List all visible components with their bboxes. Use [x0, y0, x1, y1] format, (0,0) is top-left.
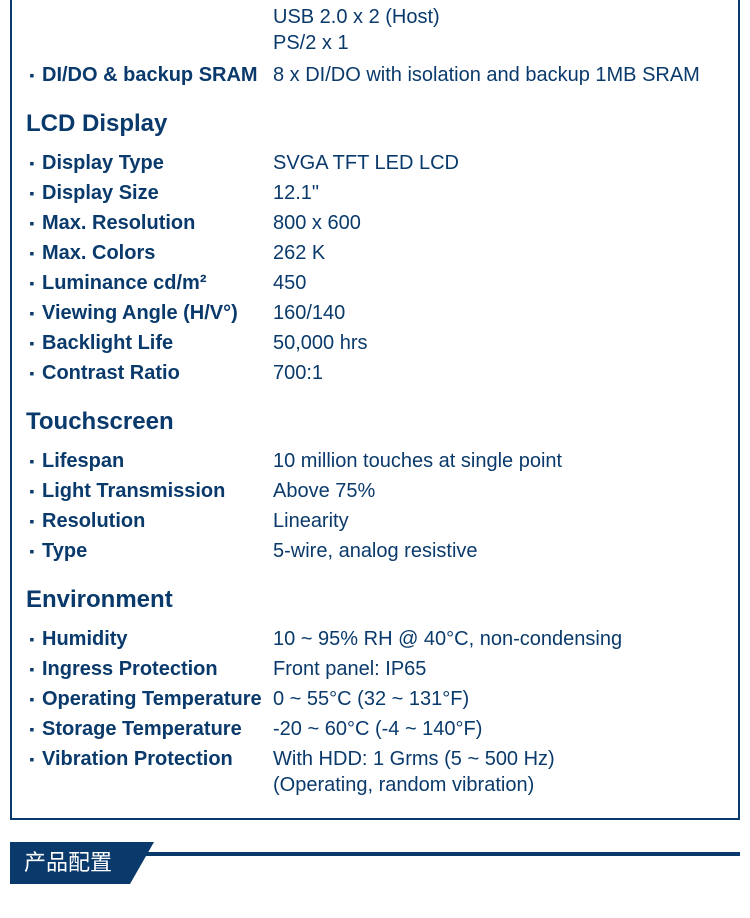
- spec-value: 12.1": [273, 180, 728, 206]
- spec-row: ▪ResolutionLinearity: [22, 506, 728, 536]
- spec-label: Max. Colors: [42, 240, 273, 266]
- spec-value: 10 ~ 95% RH @ 40°C, non-condensing: [273, 626, 728, 652]
- spec-row: ▪Max. Colors262 K: [22, 238, 728, 268]
- spec-row: ▪Contrast Ratio700:1: [22, 358, 728, 388]
- spec-panel: USB 2.0 x 2 (Host) PS/2 x 1 ▪ DI/DO & ba…: [10, 0, 740, 820]
- spec-row: ▪Storage Temperature-20 ~ 60°C (-4 ~ 140…: [22, 714, 728, 744]
- spec-value: 160/140: [273, 300, 728, 326]
- spec-label: Humidity: [42, 626, 273, 652]
- spec-row: ▪Lifespan10 million touches at single po…: [22, 446, 728, 476]
- spec-value: Linearity: [273, 508, 728, 534]
- spec-label: Luminance cd/m²: [42, 270, 273, 296]
- spec-value: SVGA TFT LED LCD: [273, 150, 728, 176]
- spec-value: 50,000 hrs: [273, 330, 728, 356]
- spec-value: 262 K: [273, 240, 728, 266]
- spec-value: 800 x 600: [273, 210, 728, 236]
- spec-value: 0 ~ 55°C (32 ~ 131°F): [273, 686, 728, 712]
- bullet-icon: ▪: [22, 330, 42, 356]
- bullet-icon: ▪: [22, 508, 42, 534]
- spec-label: Backlight Life: [42, 330, 273, 356]
- bullet-icon: ▪: [22, 360, 42, 386]
- spec-label: Ingress Protection: [42, 656, 273, 682]
- bullet-icon: ▪: [22, 62, 42, 88]
- bullet-icon: ▪: [22, 686, 42, 712]
- spec-label: Type: [42, 538, 273, 564]
- section-title-lcd: LCD Display: [22, 110, 728, 138]
- bullet-icon: ▪: [22, 716, 42, 742]
- spec-value: 10 million touches at single point: [273, 448, 728, 474]
- spec-label: Display Type: [42, 150, 273, 176]
- spec-label: Lifespan: [42, 448, 273, 474]
- bullet-icon: ▪: [22, 746, 42, 772]
- bullet-icon: ▪: [22, 240, 42, 266]
- spec-label: Resolution: [42, 508, 273, 534]
- bullet-icon: ▪: [22, 300, 42, 326]
- io-line-usb: USB 2.0 x 2 (Host): [273, 4, 728, 30]
- io-line-ps2: PS/2 x 1: [273, 30, 728, 56]
- spec-value: 450: [273, 270, 728, 296]
- spec-label: Light Transmission: [42, 478, 273, 504]
- spec-row: ▪Display TypeSVGA TFT LED LCD: [22, 148, 728, 178]
- spec-value: Above 75%: [273, 478, 728, 504]
- ribbon-label: 产品配置: [10, 842, 130, 884]
- env-rows: ▪Humidity10 ~ 95% RH @ 40°C, non-condens…: [22, 624, 728, 800]
- section-title-env: Environment: [22, 586, 728, 614]
- spec-value: With HDD: 1 Grms (5 ~ 500 Hz)(Operating,…: [273, 746, 728, 798]
- bullet-icon: ▪: [22, 538, 42, 564]
- section-title-touch: Touchscreen: [22, 408, 728, 436]
- spec-label: Max. Resolution: [42, 210, 273, 236]
- spec-row: ▪Display Size12.1": [22, 178, 728, 208]
- spec-label: Vibration Protection: [42, 746, 273, 772]
- spec-value: 5-wire, analog resistive: [273, 538, 728, 564]
- bullet-icon: ▪: [22, 478, 42, 504]
- spec-value: Front panel: IP65: [273, 656, 728, 682]
- lcd-rows: ▪Display TypeSVGA TFT LED LCD▪Display Si…: [22, 148, 728, 388]
- spec-row: ▪Light TransmissionAbove 75%: [22, 476, 728, 506]
- spec-value: 700:1: [273, 360, 728, 386]
- bullet-icon: ▪: [22, 656, 42, 682]
- bullet-icon: ▪: [22, 270, 42, 296]
- spec-label: DI/DO & backup SRAM: [42, 62, 273, 88]
- bullet-icon: ▪: [22, 626, 42, 652]
- bullet-icon: ▪: [22, 150, 42, 176]
- spec-row: ▪Operating Temperature0 ~ 55°C (32 ~ 131…: [22, 684, 728, 714]
- spec-label: Display Size: [42, 180, 273, 206]
- bullet-icon: ▪: [22, 448, 42, 474]
- spec-row: ▪Backlight Life50,000 hrs: [22, 328, 728, 358]
- spec-label: Operating Temperature: [42, 686, 273, 712]
- spec-row: ▪Vibration ProtectionWith HDD: 1 Grms (5…: [22, 744, 728, 800]
- spec-row: ▪Viewing Angle (H/V°)160/140: [22, 298, 728, 328]
- spec-label: Viewing Angle (H/V°): [42, 300, 273, 326]
- bullet-icon: ▪: [22, 210, 42, 236]
- spec-row: ▪Humidity10 ~ 95% RH @ 40°C, non-condens…: [22, 624, 728, 654]
- io-extra-lines: USB 2.0 x 2 (Host) PS/2 x 1: [22, 4, 728, 56]
- ribbon-container: 产品配置: [10, 842, 740, 888]
- spec-row: ▪Ingress ProtectionFront panel: IP65: [22, 654, 728, 684]
- spec-value: -20 ~ 60°C (-4 ~ 140°F): [273, 716, 728, 742]
- bullet-icon: ▪: [22, 180, 42, 206]
- spec-row: ▪Type5-wire, analog resistive: [22, 536, 728, 566]
- spec-row: ▪ DI/DO & backup SRAM 8 x DI/DO with iso…: [22, 60, 728, 90]
- touch-rows: ▪Lifespan10 million touches at single po…: [22, 446, 728, 566]
- spec-label: Storage Temperature: [42, 716, 273, 742]
- spec-row: ▪Max. Resolution800 x 600: [22, 208, 728, 238]
- spec-label: Contrast Ratio: [42, 360, 273, 386]
- spec-value: 8 x DI/DO with isolation and backup 1MB …: [273, 62, 728, 88]
- spec-row: ▪Luminance cd/m²450: [22, 268, 728, 298]
